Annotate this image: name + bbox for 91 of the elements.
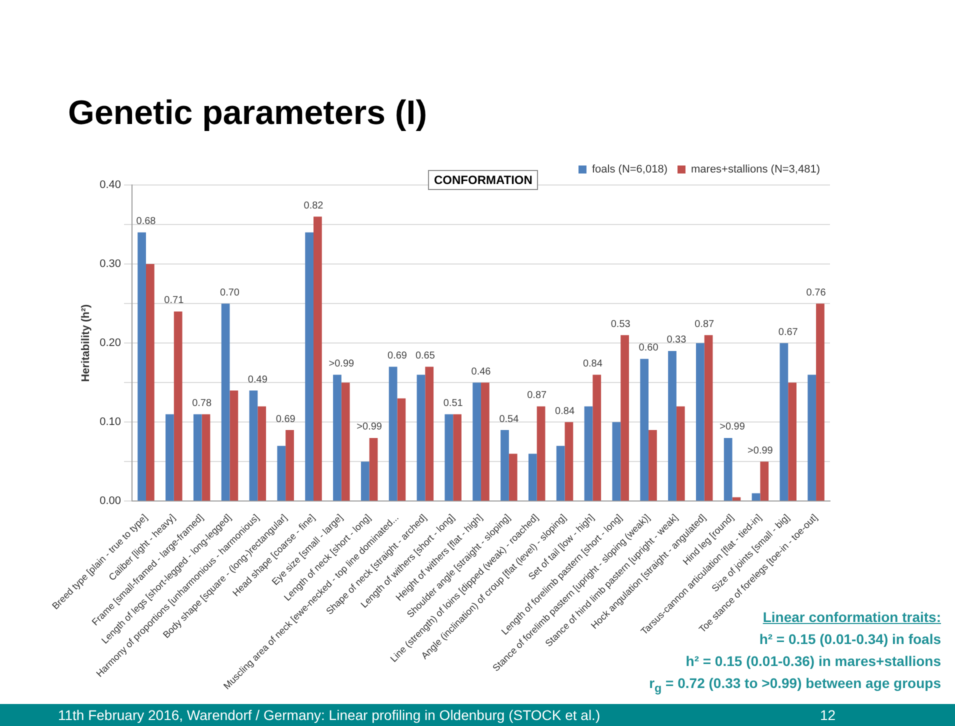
legend-label: mares+stallions (N=3,481) [690, 164, 820, 176]
annotation: >0.99 [720, 422, 746, 433]
bar [202, 414, 210, 501]
bar [508, 454, 518, 501]
bar [724, 438, 732, 501]
bar [808, 374, 816, 501]
annotation: 0.53 [610, 318, 631, 330]
bar [397, 398, 406, 501]
annotation: 0.67 [778, 326, 798, 338]
bar [314, 216, 322, 501]
annotation: 0.84 [555, 406, 575, 417]
y-tick-label: 0.40 [100, 179, 122, 192]
annotation: >0.99 [748, 445, 774, 456]
bar [640, 358, 649, 501]
text: h² = 0.15 (0.01-0.36) in mares+stallions [686, 653, 941, 669]
bar [453, 414, 462, 501]
text: 12 [820, 707, 836, 723]
bar [193, 414, 202, 501]
bar [286, 430, 294, 501]
bar [528, 454, 537, 501]
bar [305, 232, 314, 501]
annotation: 0.69 [388, 350, 408, 362]
bar [732, 497, 741, 501]
bar [620, 335, 629, 501]
bar [277, 446, 286, 501]
bar [472, 382, 482, 501]
bar [258, 406, 266, 501]
bar [481, 382, 490, 501]
bar [788, 382, 796, 501]
bar [369, 438, 378, 501]
annotation: 0.87 [527, 390, 548, 402]
bar [333, 374, 342, 501]
bar [138, 232, 146, 501]
annotation: >0.99 [356, 422, 382, 433]
y-tick-label: 0.10 [100, 416, 122, 428]
bar [249, 390, 258, 501]
annotation: 0.78 [192, 398, 212, 409]
bar [174, 311, 182, 501]
annotation: 0.69 [276, 414, 296, 425]
bar [648, 430, 657, 501]
bar [444, 414, 454, 501]
bar [360, 462, 370, 501]
text: 11th February 2016, Warendorf / Germany: Linear profiling in Oldenburg (STOCK et al.) [58, 707, 600, 723]
bar [146, 264, 154, 501]
bar [592, 374, 602, 501]
annotation: 0.33 [666, 334, 687, 346]
annotation: 0.68 [136, 216, 156, 228]
annotation: >0.99 [328, 358, 355, 370]
bar [676, 406, 685, 501]
bar [668, 350, 676, 501]
annotation: 0.51 [443, 398, 464, 409]
text: Linear conformation traits: [762, 609, 941, 625]
bar [760, 462, 769, 501]
annotation: 0.71 [164, 295, 184, 306]
bar [341, 382, 350, 501]
bar [166, 414, 174, 501]
bar [556, 446, 565, 501]
annotation: 0.46 [471, 366, 492, 378]
bar [230, 390, 238, 501]
annotation: 0.65 [415, 350, 436, 362]
y-tick-label: 0.00 [100, 495, 122, 508]
annotation: 0.49 [248, 374, 268, 386]
bar [752, 493, 760, 501]
y-axis-title: Heritability (h²) [80, 304, 92, 382]
bar [584, 406, 593, 501]
annotation: 0.70 [220, 287, 240, 298]
bar [221, 304, 230, 501]
bar [696, 343, 704, 501]
bar [500, 430, 509, 501]
annotation: 0.76 [806, 287, 826, 298]
bar [416, 374, 426, 501]
bar [564, 422, 574, 501]
annotation: CONFORMATION [428, 170, 538, 190]
bar [704, 335, 713, 501]
annotation: 0.84 [582, 358, 603, 370]
bar [425, 366, 434, 501]
bar [816, 304, 824, 501]
annotation: 0.60 [638, 342, 659, 354]
legend-label: foals (N=6,018) [592, 164, 668, 176]
annotation: 0.87 [694, 318, 715, 330]
text: r$_{g}$ = 0.72 (0.33 to >0.99) between age groups [649, 675, 941, 695]
bar [388, 366, 398, 501]
bar [612, 422, 621, 501]
annotation: 0.54 [499, 414, 520, 425]
chart-title: Genetic parameters (I) [68, 94, 428, 133]
annotation: 0.82 [304, 200, 324, 212]
text: h² = 0.15 (0.01-0.34) in foals [759, 631, 941, 647]
bar [780, 343, 788, 501]
y-tick-label: 0.30 [100, 258, 122, 270]
y-tick-label: 0.20 [100, 337, 122, 350]
bar [536, 406, 546, 501]
